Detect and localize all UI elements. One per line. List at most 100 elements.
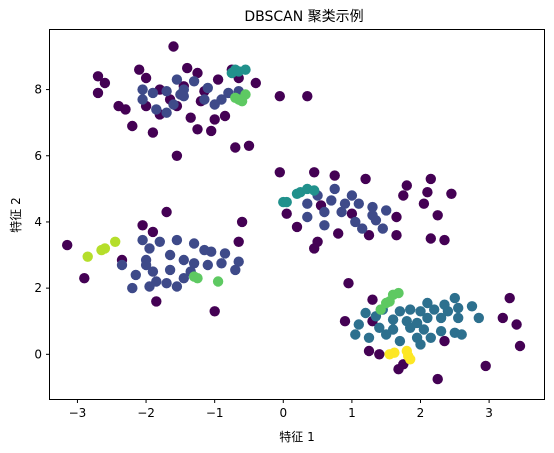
data-point	[219, 110, 231, 122]
data-point	[381, 329, 392, 340]
data-point	[391, 230, 402, 241]
data-point	[425, 233, 436, 244]
data-point	[164, 249, 176, 261]
data-point	[216, 94, 227, 105]
y-tick-label: 8	[34, 83, 42, 97]
data-point	[360, 173, 371, 185]
data-point	[206, 246, 217, 257]
data-point	[360, 307, 371, 319]
data-point	[405, 304, 416, 315]
data-point	[377, 223, 388, 234]
data-point	[236, 96, 248, 107]
data-point	[435, 312, 447, 324]
data-point	[374, 349, 385, 360]
data-point	[367, 294, 378, 305]
data-point	[432, 373, 443, 385]
data-point	[480, 360, 491, 372]
data-point	[453, 312, 464, 324]
data-point	[274, 91, 285, 102]
data-point	[425, 332, 436, 343]
x-tick-label: −3	[69, 406, 87, 420]
data-point	[339, 316, 351, 327]
data-point	[353, 198, 364, 209]
data-point	[367, 210, 378, 221]
data-point	[134, 64, 145, 75]
data-point	[274, 167, 285, 178]
data-point	[439, 335, 450, 347]
data-point	[185, 112, 196, 123]
data-point	[357, 223, 368, 234]
data-point	[233, 236, 244, 247]
x-axis-label: 特征 1	[279, 429, 314, 444]
data-point	[140, 259, 152, 271]
data-point	[164, 264, 176, 276]
data-point	[350, 216, 361, 228]
data-point	[61, 239, 73, 251]
data-point	[514, 340, 526, 352]
data-point	[182, 62, 193, 74]
data-point	[147, 226, 159, 238]
data-point	[309, 185, 320, 196]
data-point	[188, 238, 200, 249]
data-point	[147, 266, 159, 277]
data-point	[319, 220, 330, 231]
data-point	[405, 322, 416, 333]
data-point	[473, 312, 484, 324]
data-point	[511, 319, 522, 330]
x-tick-label: −1	[206, 406, 224, 420]
data-point	[161, 86, 172, 97]
data-point	[99, 77, 111, 89]
data-point	[199, 94, 210, 105]
data-point	[422, 187, 433, 198]
data-point	[171, 234, 183, 246]
data-point	[127, 282, 138, 294]
data-point	[343, 278, 354, 289]
data-point	[425, 173, 436, 185]
y-axis-label: 特征 2	[8, 197, 23, 232]
data-point	[422, 297, 433, 309]
data-point	[202, 82, 213, 94]
data-point	[188, 258, 200, 269]
data-points	[61, 41, 526, 385]
data-point	[192, 124, 203, 135]
data-point	[151, 104, 162, 115]
data-point	[226, 67, 237, 79]
data-point	[302, 198, 313, 209]
data-point	[137, 234, 148, 246]
data-point	[439, 234, 450, 246]
data-point	[281, 196, 292, 208]
data-point	[230, 264, 241, 276]
data-point	[144, 243, 155, 254]
data-point	[127, 120, 138, 132]
data-point	[391, 211, 402, 223]
data-point	[329, 170, 340, 181]
data-point	[401, 180, 412, 191]
data-point	[236, 216, 248, 228]
data-point	[339, 198, 351, 209]
y-tick-label: 0	[34, 347, 42, 361]
chart-title: DBSCAN 聚类示例	[244, 9, 363, 25]
data-point	[418, 198, 430, 209]
data-point	[435, 326, 447, 337]
data-point	[161, 206, 172, 218]
data-point	[393, 287, 404, 299]
data-point	[233, 256, 244, 267]
data-point	[151, 296, 162, 307]
data-point	[168, 99, 179, 110]
data-point	[446, 188, 457, 199]
data-point	[206, 125, 217, 137]
data-point	[418, 324, 430, 335]
data-point	[216, 258, 227, 269]
data-point	[415, 306, 426, 317]
data-point	[202, 259, 213, 271]
data-point	[405, 354, 416, 365]
data-point	[120, 104, 131, 115]
data-point	[346, 190, 358, 201]
data-point	[381, 205, 392, 216]
data-point	[209, 114, 220, 125]
y-tick-label: 6	[34, 149, 42, 163]
data-point	[116, 259, 128, 271]
y-axis-ticks: 0 2 4 6 8	[34, 83, 50, 361]
data-point	[309, 167, 320, 178]
data-point	[453, 302, 464, 314]
